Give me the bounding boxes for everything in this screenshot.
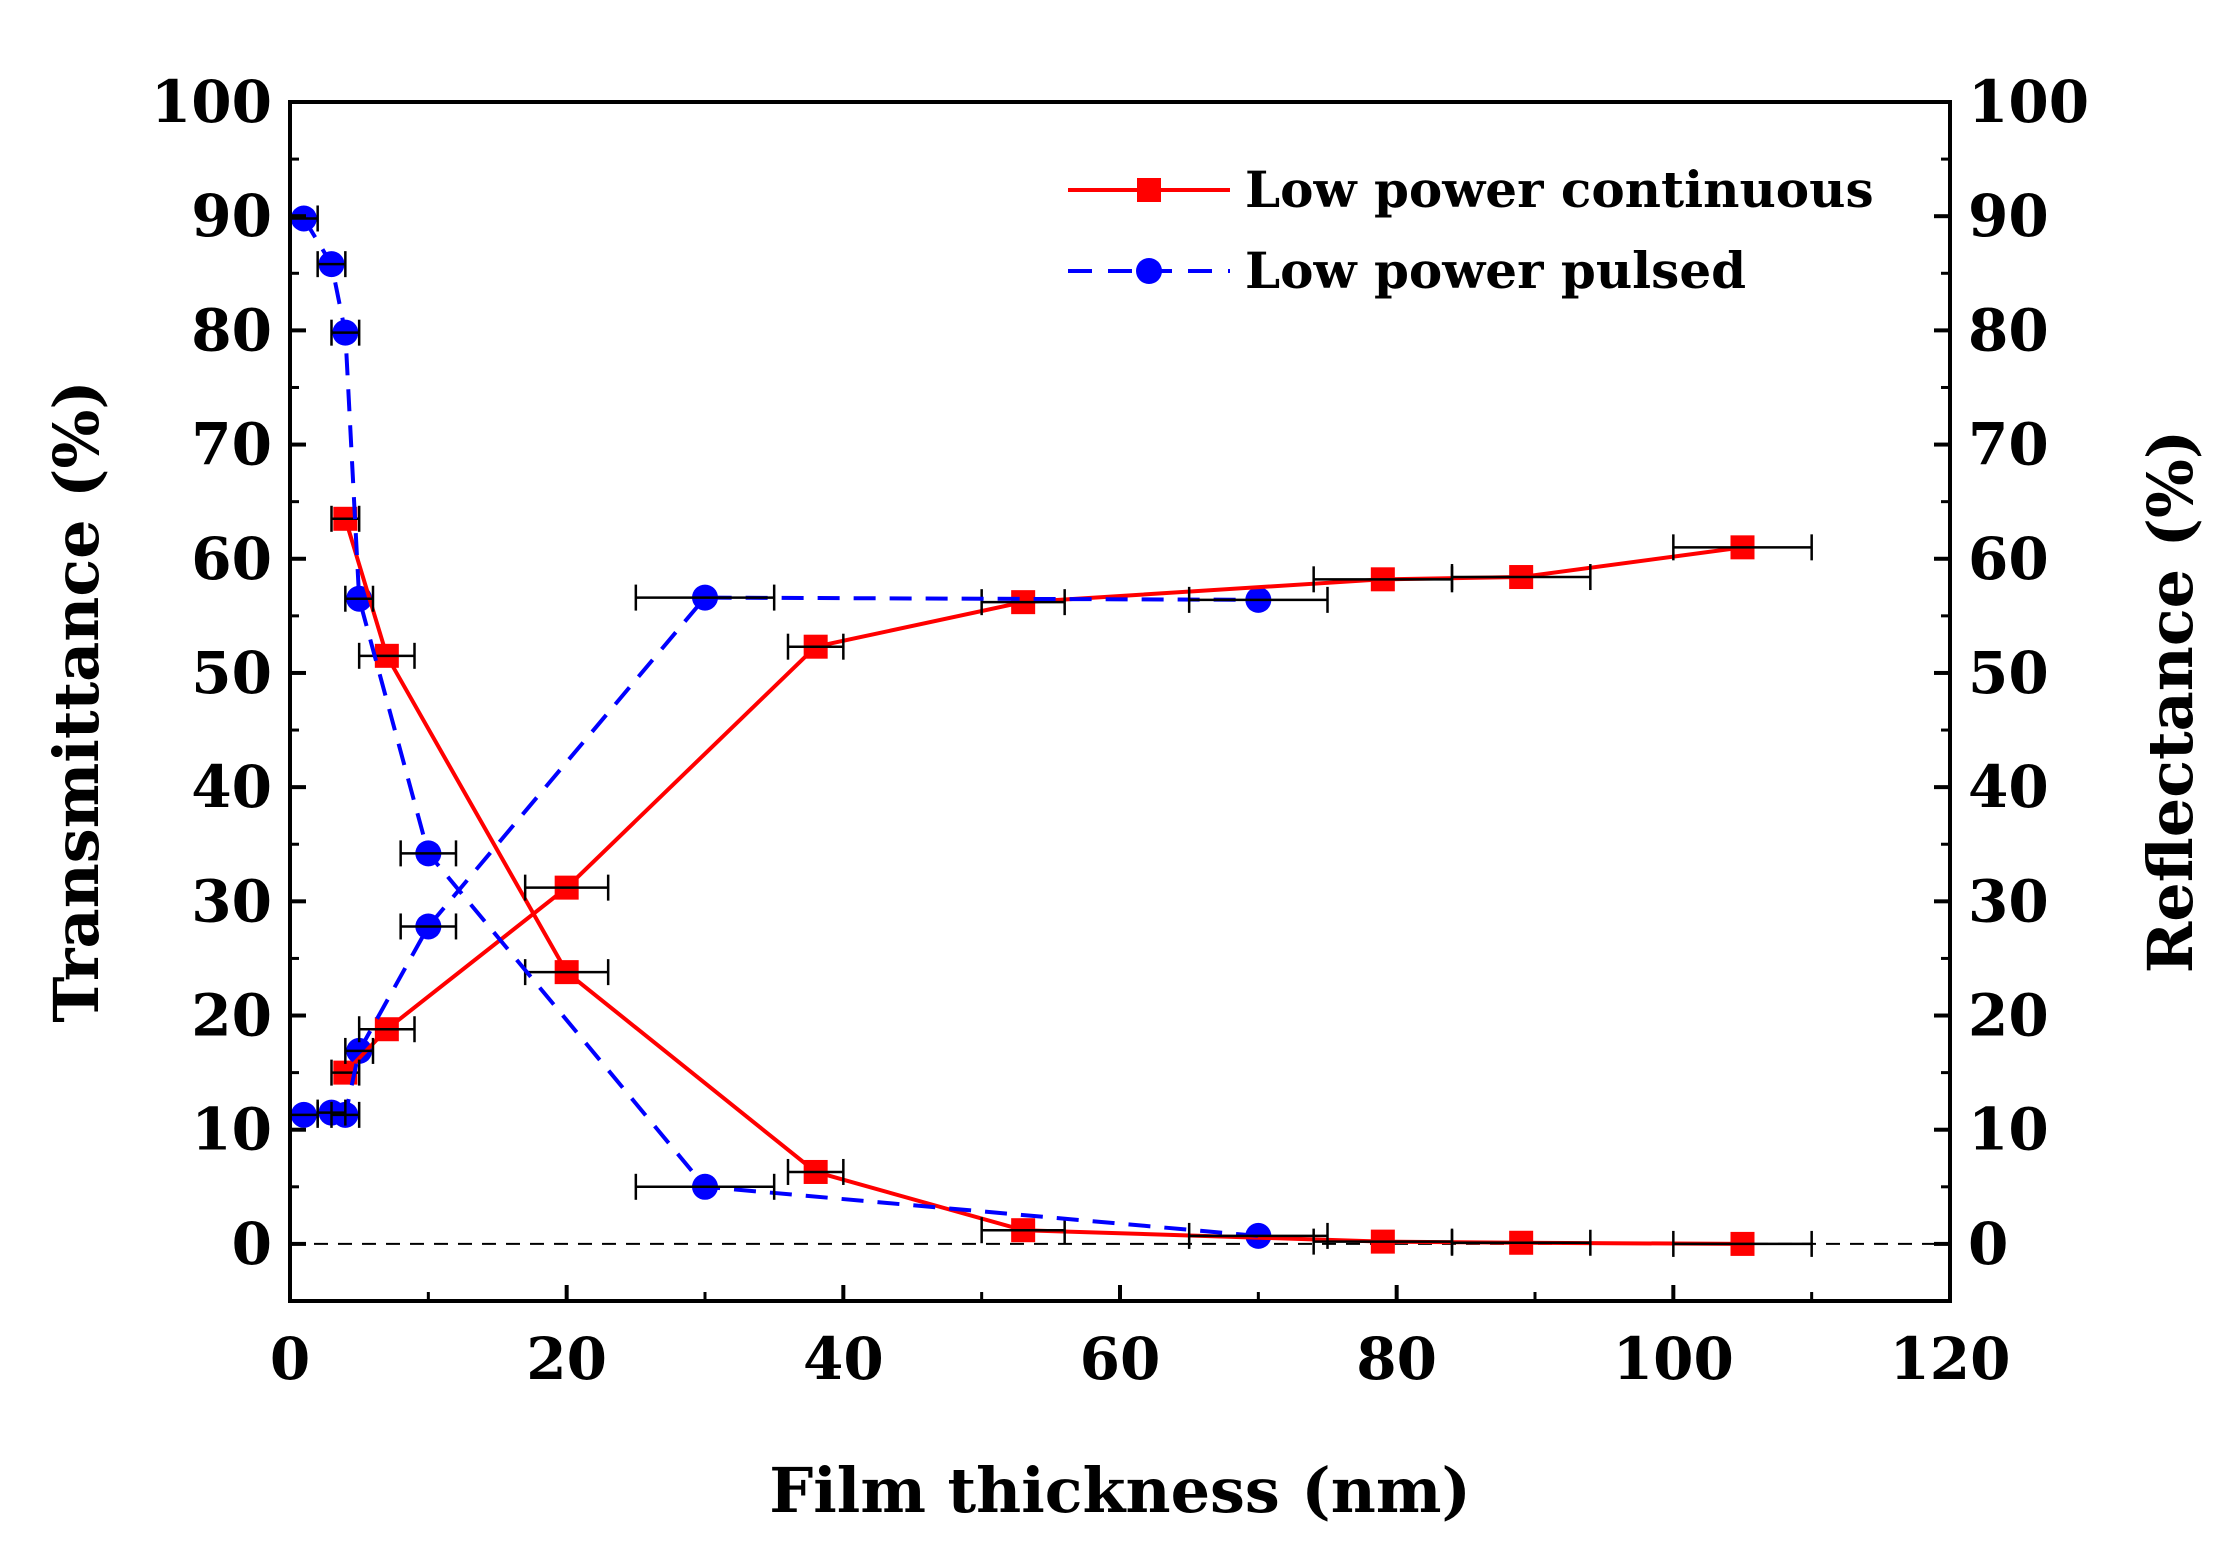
x-tick-label: 20	[526, 1325, 607, 1393]
y-left-tick-label: 50	[191, 639, 272, 707]
series-line-continuous-reflectance	[343, 545, 1743, 1075]
y-left-tick-label: 20	[191, 982, 272, 1050]
y-left-tick-label: 10	[191, 1096, 272, 1164]
y-right-tick-label: 40	[1968, 753, 2049, 821]
y-left-tick-label: 70	[191, 411, 272, 479]
markers-layer	[290, 205, 1755, 1256]
y-right-tick-label: 80	[1968, 296, 2049, 364]
y-axis-right-title: Reflectance (%)	[2134, 430, 2207, 974]
x-tick-label: 40	[803, 1325, 884, 1393]
legend-label-pulsed: Low power pulsed	[1245, 241, 1746, 300]
y-left-tick-label: 80	[191, 296, 272, 364]
x-axis-title: Film thickness (nm)	[769, 1454, 1471, 1527]
y-left-tick-label: 60	[191, 525, 272, 593]
y-right-tick-label: 30	[1968, 867, 2049, 935]
x-tick-label: 100	[1613, 1325, 1734, 1393]
y-right-tick-label: 10	[1968, 1096, 2049, 1164]
y-right-tick-label: 90	[1968, 182, 2049, 250]
series-layer	[288, 205, 1813, 1257]
y-left-tick-label: 0	[232, 1210, 272, 1278]
axis-ticks: 0 20 40 60 80 100 120 0 0 10 10 20 20 30 30 40 40 50 50 60 6…	[151, 68, 2089, 1393]
y-left-tick-label: 90	[191, 182, 272, 250]
y-right-tick-label: 60	[1968, 525, 2049, 593]
y-right-tick-label: 100	[1968, 68, 2089, 136]
legend-marker-continuous	[1137, 178, 1161, 202]
x-tick-label: 120	[1889, 1325, 2010, 1393]
legend-label-continuous: Low power continuous	[1245, 160, 1874, 219]
legend: Low power continuous Low power pulsed	[1068, 160, 1874, 300]
y-right-tick-label: 0	[1968, 1210, 2008, 1278]
y-left-tick-label: 40	[191, 753, 272, 821]
y-left-tick-label: 30	[191, 867, 272, 935]
y-right-tick-label: 70	[1968, 411, 2049, 479]
x-tick-label: 80	[1356, 1325, 1437, 1393]
y-right-tick-label: 20	[1968, 982, 2049, 1050]
series-line-pulsed-reflectance	[303, 595, 1259, 1117]
y-right-tick-label: 50	[1968, 639, 2049, 707]
y-left-tick-label: 100	[151, 68, 272, 136]
y-axis-left-title: Transmittance (%)	[40, 380, 113, 1023]
x-tick-label: 0	[270, 1325, 310, 1393]
series-line-pulsed-transmittance	[302, 217, 1259, 1238]
x-tick-label: 60	[1080, 1325, 1161, 1393]
legend-marker-pulsed	[1136, 258, 1162, 284]
